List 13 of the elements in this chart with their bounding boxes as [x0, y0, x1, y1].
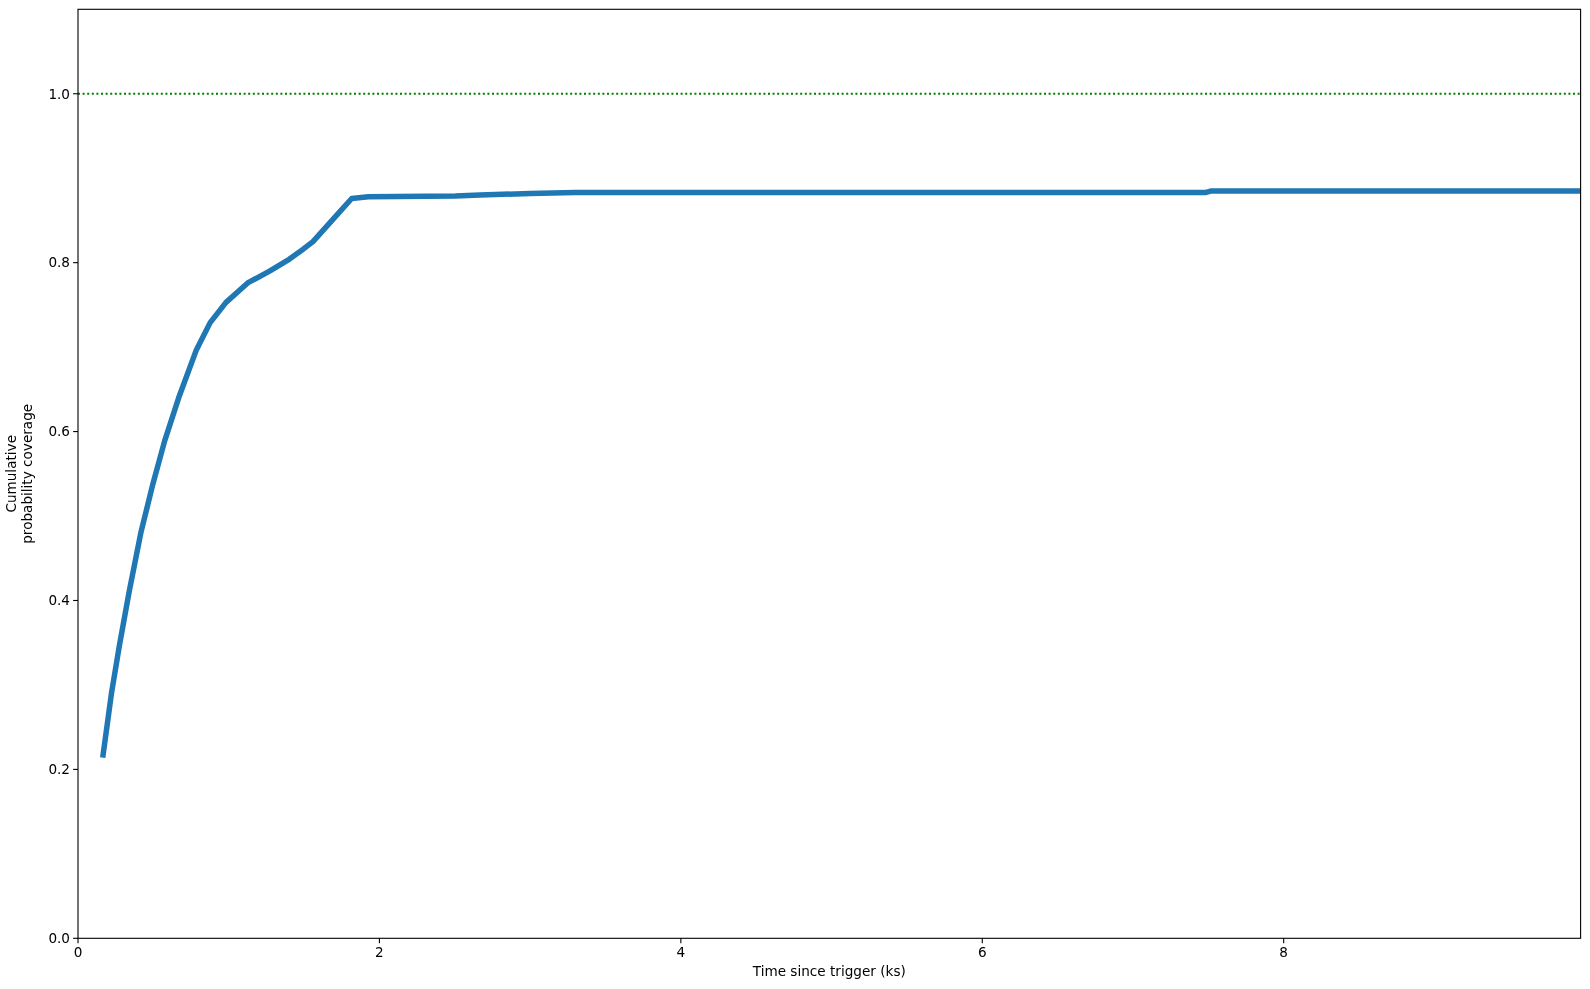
y-tick-label: 0.0 [48, 930, 70, 947]
y-tick-label: 0.4 [48, 592, 70, 609]
x-tick-label: 0 [73, 944, 83, 961]
x-tick-label: 4 [676, 944, 686, 961]
x-axis-title: Time since trigger (ks) [751, 963, 906, 980]
y-axis-title: Cumulative probability coverage [3, 403, 35, 544]
y-tick-label: 0.2 [48, 761, 70, 778]
y-tick-label: 1.0 [48, 85, 70, 102]
y-tick-label: 0.8 [48, 254, 70, 271]
y-tick-label: 0.6 [48, 423, 70, 440]
x-tick-label: 6 [977, 944, 987, 961]
x-tick-label: 8 [1279, 944, 1289, 961]
x-tick-label: 2 [375, 944, 384, 961]
